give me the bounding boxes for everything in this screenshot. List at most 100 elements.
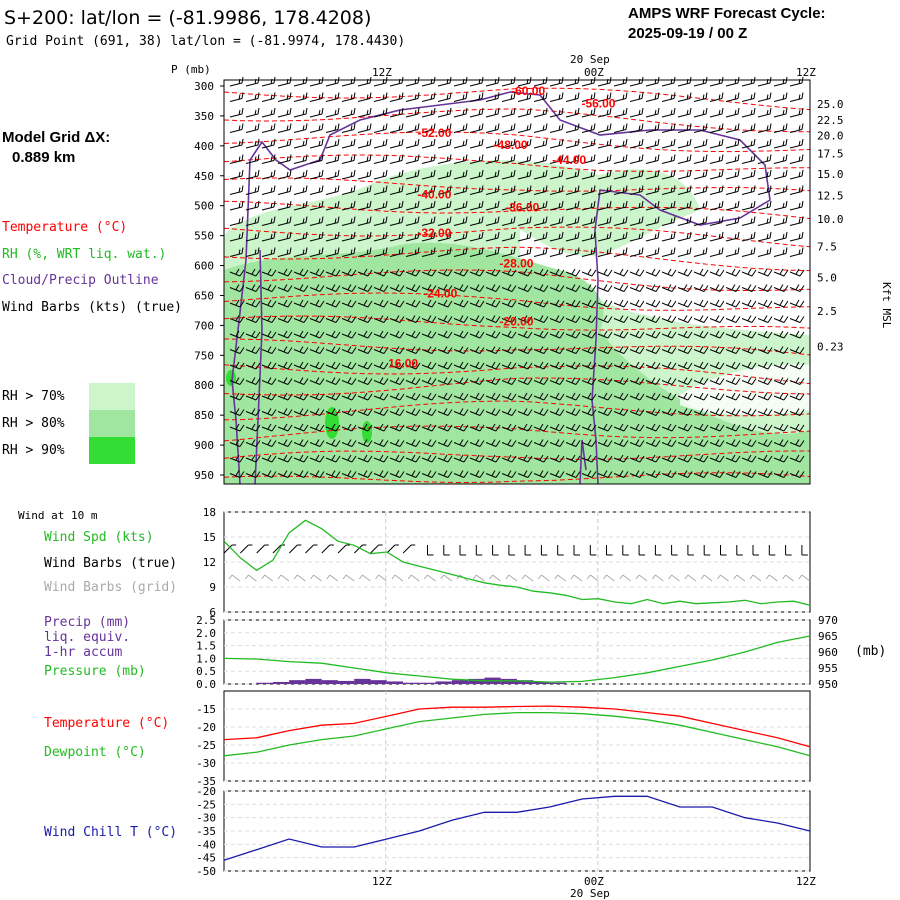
wind-barb	[613, 268, 629, 277]
wind-barb	[373, 200, 388, 211]
wind-barb	[341, 392, 357, 401]
legend-rh80-swatch	[89, 410, 135, 437]
wind-barb	[613, 315, 629, 323]
wind-barb	[341, 423, 357, 432]
wind-barb	[245, 408, 261, 416]
temperature-contour	[223, 338, 811, 356]
wind-barb	[229, 247, 244, 257]
wind-barb	[373, 247, 388, 257]
pressure-right-tick-label: 950	[818, 678, 838, 691]
wind-barb	[501, 123, 516, 133]
wind-barb	[517, 169, 532, 180]
wind-barb	[373, 154, 388, 164]
grid-wind-barb	[244, 574, 257, 582]
wind-barb	[773, 200, 788, 211]
wind-barb	[693, 330, 709, 339]
wind-barb	[421, 138, 436, 149]
wind-barb	[757, 423, 773, 432]
wind-barb	[261, 346, 277, 354]
wind-barb	[757, 231, 772, 242]
precip-bar	[549, 682, 566, 684]
wind-barb	[341, 454, 357, 463]
wind-barb	[437, 454, 453, 463]
wind-barb	[741, 346, 757, 354]
wind-barb	[373, 454, 389, 463]
wind-barb	[469, 423, 485, 432]
precip-label: Precip (mm)	[44, 615, 130, 630]
wind-barb	[357, 361, 373, 370]
wind-barb	[757, 200, 772, 211]
wind-barb	[757, 92, 772, 102]
wind-barb	[501, 92, 516, 102]
model-grid-value: 0.889 km	[12, 149, 75, 166]
wind-barb	[501, 138, 516, 149]
wind-barb	[549, 92, 564, 102]
pressure-line	[223, 635, 811, 683]
wind-barb	[773, 169, 788, 180]
wind-barb	[677, 268, 693, 277]
wind-barb	[261, 454, 277, 463]
wind-barb	[613, 299, 629, 308]
wind-barb	[389, 200, 404, 211]
wind-barb	[437, 299, 453, 308]
wind-barb	[581, 185, 596, 195]
wind-barb	[661, 346, 677, 354]
wind-barb	[581, 454, 597, 463]
left-axis-tick-label: 15	[203, 531, 216, 544]
wind-barb	[325, 284, 341, 292]
precip-bar	[435, 681, 452, 684]
wind-barb	[597, 361, 613, 370]
wind-barb	[389, 123, 404, 133]
wind-barb	[405, 439, 421, 447]
wind-barb	[661, 247, 676, 257]
wind-barb	[533, 377, 549, 385]
wind-barb	[357, 377, 373, 385]
true-wind-barb	[508, 545, 515, 556]
wind-barb	[309, 423, 325, 432]
wind-barb	[709, 377, 725, 385]
wind-barb	[741, 92, 756, 102]
precip-bar	[451, 680, 469, 684]
wind-barb	[517, 107, 532, 118]
wind-barb	[725, 185, 740, 195]
wind-barb	[789, 247, 804, 257]
wind-barb	[341, 268, 357, 277]
wind-barb	[469, 123, 484, 133]
wind-barb	[789, 107, 804, 118]
wind-barb	[757, 408, 773, 416]
wind-barb	[405, 454, 421, 463]
wind-barb	[645, 231, 660, 242]
wind-barb	[325, 377, 341, 385]
pressure-tick-label: 300	[194, 80, 214, 93]
wind-barb	[773, 123, 788, 133]
wind-barb	[277, 200, 292, 211]
wind-barb	[277, 231, 292, 242]
wind-barb	[597, 231, 612, 242]
wind-barb	[373, 299, 389, 308]
wind-barb	[741, 315, 757, 323]
wind-barb	[661, 185, 676, 195]
true-wind-barb	[801, 545, 808, 556]
wind-barb	[357, 408, 373, 416]
temperature-contour	[223, 472, 811, 484]
pressure-tick-label: 700	[194, 319, 214, 332]
pressure-label: Pressure (mb)	[44, 664, 146, 679]
wind-barb	[597, 408, 613, 416]
wind-barb	[245, 299, 261, 308]
wind-barb	[453, 408, 469, 416]
wind-barb	[613, 200, 628, 211]
wind-barb	[389, 454, 405, 463]
wind-barb	[421, 377, 437, 385]
grid-wind-barb	[277, 574, 290, 582]
wind-barb	[757, 377, 773, 385]
wind-barb	[773, 268, 789, 277]
wind-spd-label: Wind Spd (kts)	[44, 530, 154, 545]
wind-barb	[437, 154, 452, 164]
top-tick-12z-1: 12Z	[372, 66, 392, 79]
wind-barb	[261, 200, 276, 211]
wind-barb	[533, 247, 548, 257]
wind-barb	[437, 92, 452, 102]
wind-barb	[421, 247, 436, 257]
wind-barb	[501, 423, 517, 432]
wind-barb	[309, 392, 325, 401]
